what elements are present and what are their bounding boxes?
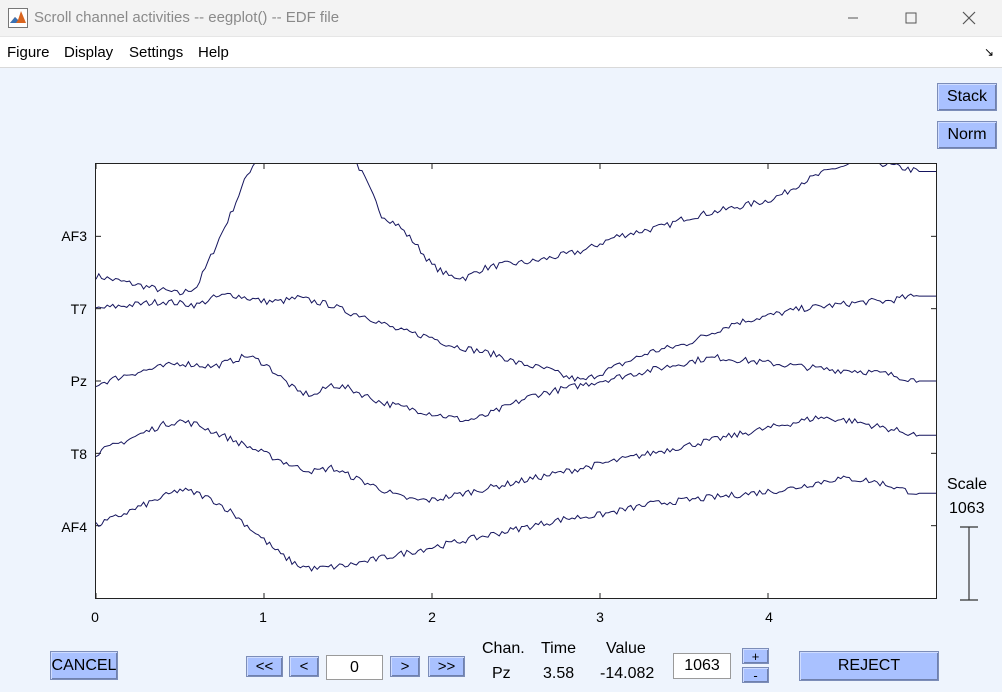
next-page-button[interactable]: >: [390, 656, 420, 677]
dock-icon[interactable]: ↘: [983, 45, 994, 59]
scale-label: Scale: [947, 476, 988, 493]
eeg-traces: [96, 164, 936, 572]
prev-page-button[interactable]: <: [289, 656, 319, 677]
scale-bar-icon: [960, 526, 978, 601]
eeg-plot: [96, 164, 936, 598]
maximize-button[interactable]: [882, 0, 940, 36]
scale-decrease-button[interactable]: -: [742, 667, 769, 683]
norm-button[interactable]: Norm: [937, 121, 997, 149]
x-tick-label-1: 1: [259, 609, 267, 625]
menu-bar: Figure Display Settings Help ↘: [0, 37, 1002, 68]
x-tick-label-3: 3: [596, 609, 604, 625]
scale-increase-button[interactable]: +: [742, 648, 769, 664]
window-title: Scroll channel activities -- eegplot() -…: [34, 9, 340, 26]
menu-settings[interactable]: Settings: [129, 44, 184, 61]
cancel-button[interactable]: CANCEL: [50, 651, 118, 680]
value-value: -14.082: [600, 665, 655, 682]
position-input[interactable]: 0: [326, 655, 383, 680]
channel-label-t7: T7: [70, 301, 87, 317]
time-value: 3.58: [543, 665, 575, 682]
tick-marks: [96, 164, 936, 598]
first-page-button[interactable]: <<: [246, 656, 283, 677]
eeg-trace-af4: [96, 475, 936, 572]
x-tick-label-4: 4: [765, 609, 773, 625]
scale-input[interactable]: 1063: [673, 653, 731, 679]
chan-header: Chan.: [482, 640, 525, 657]
title-bar: Scroll channel activities -- eegplot() -…: [0, 0, 1002, 37]
chan-value: Pz: [492, 665, 511, 682]
x-tick-label-2: 2: [428, 609, 436, 625]
close-button[interactable]: [940, 0, 998, 36]
eeg-plot-axes[interactable]: [95, 163, 937, 599]
eeg-trace-af3: [96, 164, 936, 296]
last-page-button[interactable]: >>: [428, 656, 465, 677]
minimize-icon: [848, 17, 858, 19]
menu-figure[interactable]: Figure: [7, 44, 50, 61]
channel-label-pz: Pz: [70, 373, 87, 389]
minimize-button[interactable]: [824, 0, 882, 36]
channel-label-af3: AF3: [61, 228, 87, 244]
matlab-icon: [8, 8, 28, 28]
channel-label-t8: T8: [70, 446, 87, 462]
reject-button[interactable]: REJECT: [799, 651, 939, 681]
menu-display[interactable]: Display: [64, 44, 114, 61]
time-header: Time: [541, 640, 576, 657]
close-icon: [962, 11, 976, 25]
value-header: Value: [606, 640, 646, 657]
scale-value: 1063: [949, 500, 985, 517]
maximize-icon: [905, 12, 917, 24]
menu-help[interactable]: Help: [198, 44, 229, 61]
channel-label-af4: AF4: [61, 519, 87, 535]
eeg-trace-t8: [96, 415, 936, 503]
stack-button[interactable]: Stack: [937, 83, 997, 111]
eeg-trace-t7: [96, 292, 936, 383]
eeg-trace-pz: [96, 353, 936, 423]
x-tick-label-0: 0: [91, 609, 99, 625]
